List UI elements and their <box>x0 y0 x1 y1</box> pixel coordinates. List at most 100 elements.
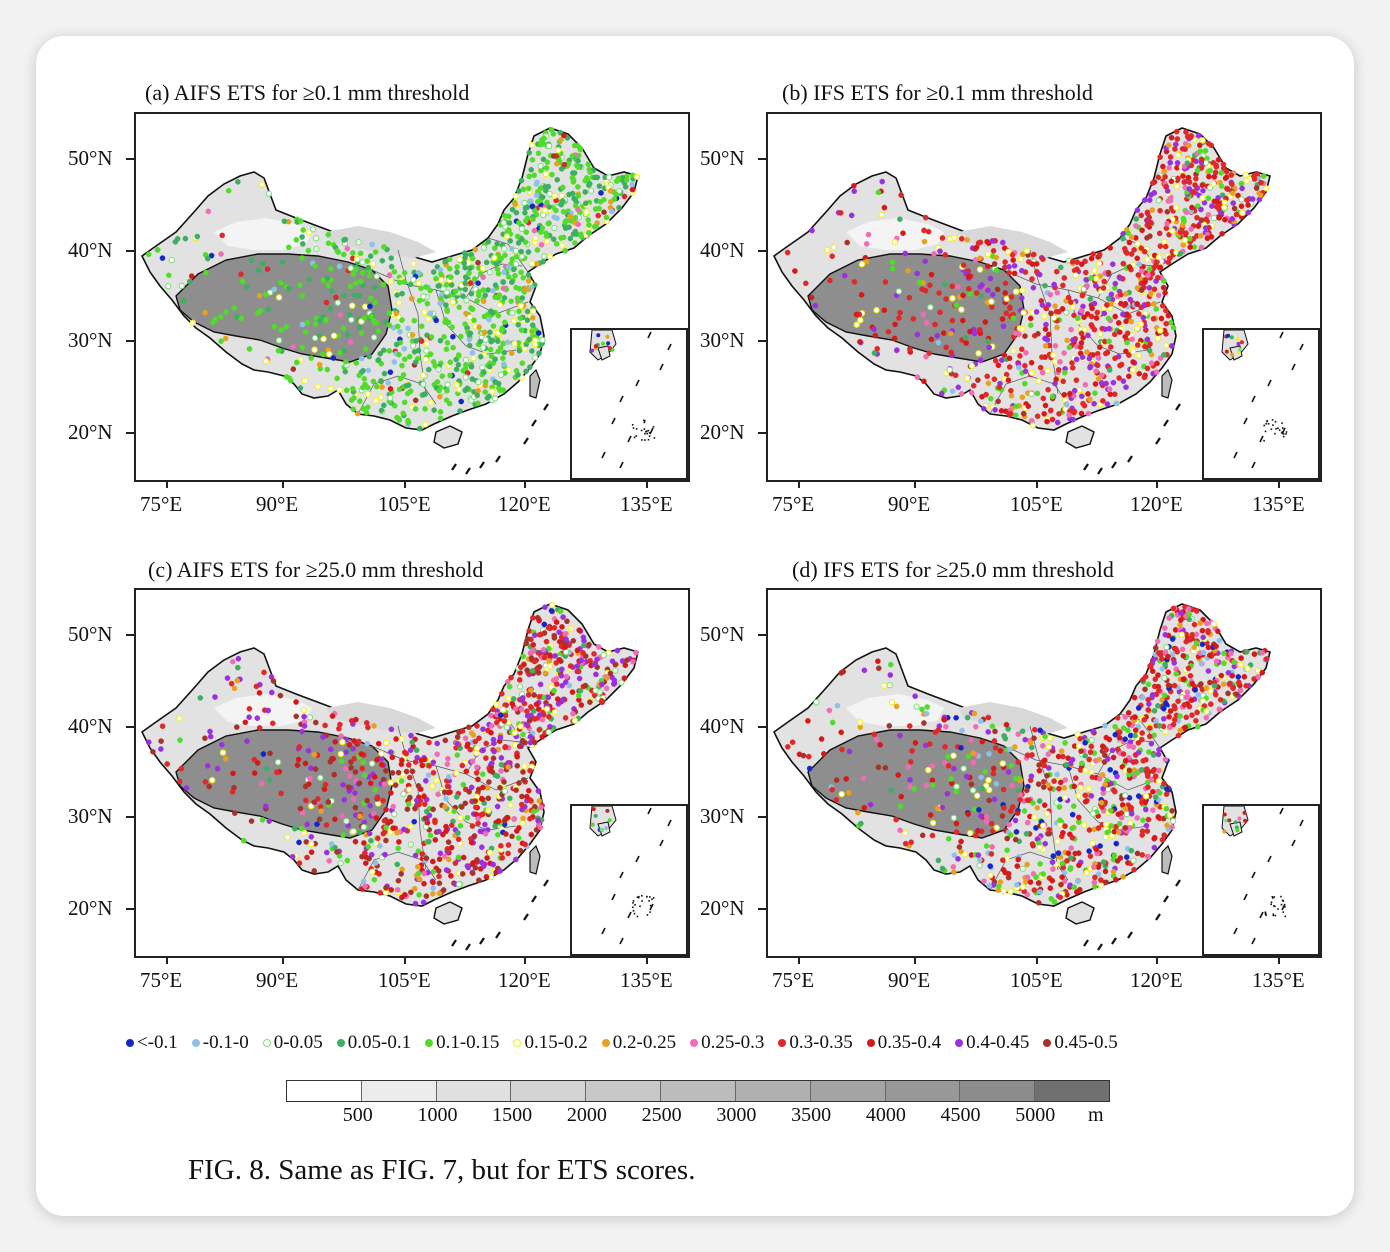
station-dot <box>1072 775 1079 781</box>
station-dot <box>361 840 367 846</box>
station-dot <box>592 687 599 694</box>
station-dot <box>343 749 349 755</box>
station-dot <box>491 254 498 261</box>
island-mark <box>636 896 639 898</box>
station-dot <box>482 389 489 395</box>
station-dot <box>244 738 250 744</box>
station-dot <box>1162 756 1169 763</box>
station-dot <box>411 317 418 324</box>
station-dot <box>285 285 292 292</box>
station-dot <box>1028 773 1035 779</box>
station-dot <box>1156 230 1163 237</box>
station-dot <box>495 294 502 301</box>
station-dot <box>599 827 604 832</box>
station-dot <box>518 327 525 333</box>
station-dot <box>394 861 401 868</box>
station-dot <box>415 870 422 877</box>
dashed-boundary <box>1279 331 1284 339</box>
station-dot <box>294 762 301 768</box>
station-dot <box>525 185 532 192</box>
station-dot <box>403 750 410 757</box>
station-dot <box>1056 785 1062 792</box>
station-dot <box>178 282 185 290</box>
station-dot <box>1128 318 1135 325</box>
station-dot <box>1031 814 1038 821</box>
station-dot <box>501 245 508 252</box>
station-dot <box>517 723 524 730</box>
station-dot <box>457 333 464 340</box>
station-dot <box>1164 786 1170 792</box>
station-dot <box>325 231 332 238</box>
station-dot <box>315 796 321 802</box>
station-dot <box>1183 209 1190 216</box>
station-dot <box>570 710 576 717</box>
station-dot <box>524 636 531 642</box>
lon-label: 135°E <box>1252 492 1305 516</box>
station-dot <box>1045 743 1052 751</box>
station-dot <box>404 806 411 812</box>
station-dot <box>316 332 323 339</box>
station-dot <box>1220 161 1227 168</box>
station-dot <box>553 241 560 247</box>
station-dot <box>1151 301 1157 307</box>
station-dot <box>316 816 323 823</box>
station-dot <box>553 619 560 626</box>
station-dot <box>1194 214 1200 221</box>
station-dot <box>1198 681 1204 687</box>
station-dot <box>955 384 962 391</box>
station-dot <box>277 280 284 286</box>
station-dot <box>346 742 353 748</box>
station-dot <box>486 316 492 323</box>
station-dot <box>425 772 432 778</box>
station-dot <box>1188 226 1194 232</box>
station-dot <box>433 275 439 282</box>
hainan-island <box>1065 425 1095 449</box>
station-dot <box>202 309 208 316</box>
station-dot <box>1020 309 1027 316</box>
station-dot <box>369 260 377 268</box>
lat-label: 40°N <box>68 238 113 262</box>
station-dot <box>481 329 488 336</box>
station-dot <box>1172 646 1179 652</box>
station-dot <box>497 387 503 394</box>
station-dot <box>1112 731 1119 738</box>
station-dot <box>970 750 976 756</box>
station-dot <box>523 229 530 235</box>
station-dot <box>395 845 402 852</box>
station-dot <box>334 849 340 855</box>
station-dot <box>1105 315 1112 322</box>
station-dot <box>1165 198 1172 204</box>
station-dot <box>518 225 526 233</box>
station-dot <box>207 728 213 735</box>
station-dot <box>992 744 999 751</box>
station-dot <box>1122 757 1129 764</box>
station-dot <box>855 809 861 816</box>
station-dot <box>508 298 514 304</box>
station-dot <box>991 261 998 267</box>
station-dot <box>443 289 450 296</box>
station-dot <box>1045 331 1052 338</box>
station-dot <box>1102 781 1109 788</box>
station-dot <box>889 265 896 272</box>
colorbar-segment <box>1035 1081 1109 1101</box>
station-dot <box>1028 359 1035 366</box>
station-dot <box>1213 658 1220 665</box>
station-dot <box>209 777 216 784</box>
station-dot <box>1145 784 1151 790</box>
station-dot <box>611 680 618 687</box>
station-dot <box>1036 271 1043 278</box>
station-dot <box>569 153 576 159</box>
station-dot <box>1102 752 1108 759</box>
station-dot <box>206 783 212 790</box>
station-dot <box>1069 834 1076 841</box>
station-dot <box>421 880 427 887</box>
dashed-boundary <box>635 855 640 863</box>
island-mark <box>632 906 634 909</box>
station-dot <box>1081 822 1088 829</box>
station-dot <box>350 796 357 802</box>
station-dot <box>1198 660 1205 667</box>
station-dot <box>614 647 621 654</box>
island-mark <box>651 898 653 900</box>
station-dot <box>360 367 366 374</box>
station-dot <box>1105 295 1112 302</box>
